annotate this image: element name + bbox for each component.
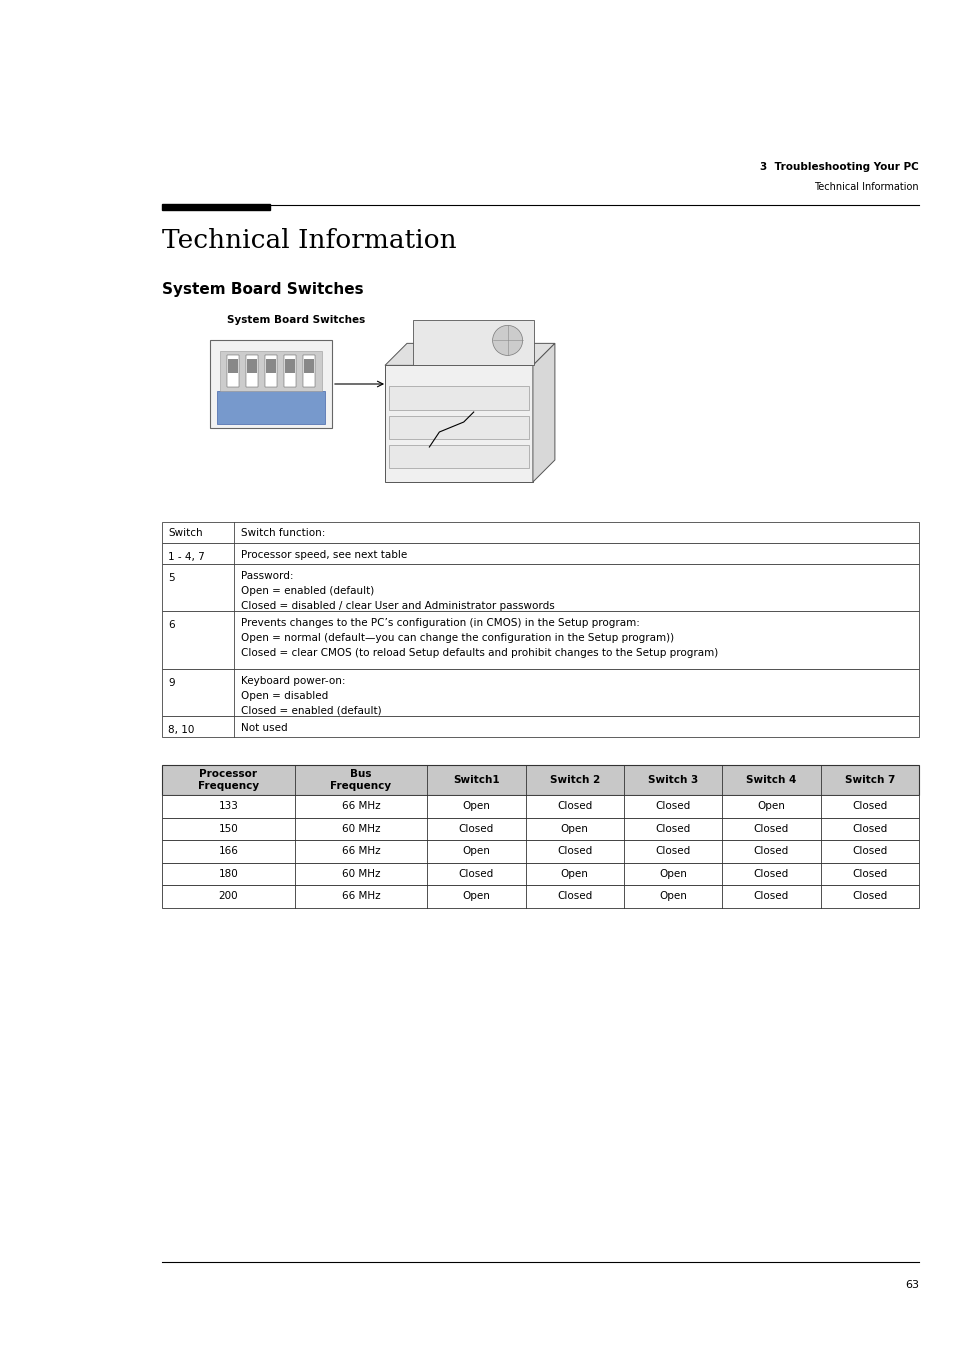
Text: 66 MHz: 66 MHz bbox=[341, 892, 380, 901]
Text: Switch 3: Switch 3 bbox=[647, 775, 698, 785]
Bar bbox=[389, 416, 528, 439]
Bar bbox=[389, 444, 528, 467]
Bar bbox=[227, 355, 238, 386]
Text: Open: Open bbox=[659, 869, 686, 878]
Text: Closed: Closed bbox=[851, 892, 886, 901]
Text: 5: 5 bbox=[168, 573, 174, 584]
Text: System Board Switches: System Board Switches bbox=[227, 315, 365, 326]
Bar bbox=[162, 669, 918, 716]
Text: 66 MHz: 66 MHz bbox=[341, 846, 380, 857]
Text: Switch 7: Switch 7 bbox=[843, 775, 894, 785]
Bar bbox=[247, 358, 256, 373]
Text: Switch: Switch bbox=[168, 527, 202, 538]
Text: Not used: Not used bbox=[241, 723, 287, 734]
Bar bbox=[385, 365, 533, 482]
Text: Closed: Closed bbox=[655, 824, 690, 834]
Text: Technical Information: Technical Information bbox=[814, 182, 918, 192]
Text: Closed: Closed bbox=[557, 892, 592, 901]
Text: 60 MHz: 60 MHz bbox=[341, 824, 379, 834]
Text: Closed: Closed bbox=[753, 892, 788, 901]
Text: Prevents changes to the PC’s configuration (in CMOS) in the Setup program:
Open : Prevents changes to the PC’s configurati… bbox=[241, 617, 718, 658]
Bar bbox=[389, 386, 528, 409]
Text: Closed: Closed bbox=[753, 824, 788, 834]
Bar bbox=[216, 392, 325, 424]
Text: Password:
Open = enabled (default)
Closed = disabled / clear User and Administra: Password: Open = enabled (default) Close… bbox=[241, 571, 554, 611]
Text: Closed: Closed bbox=[458, 824, 494, 834]
Bar bbox=[162, 204, 270, 209]
Text: 60 MHz: 60 MHz bbox=[341, 869, 379, 878]
Text: Switch function:: Switch function: bbox=[241, 527, 325, 538]
Text: 6: 6 bbox=[168, 620, 174, 630]
Text: Closed: Closed bbox=[851, 824, 886, 834]
Text: 63: 63 bbox=[904, 1279, 918, 1290]
Text: System Board Switches: System Board Switches bbox=[162, 282, 363, 297]
Text: Switch1: Switch1 bbox=[453, 775, 499, 785]
Bar bbox=[162, 817, 918, 840]
Text: 133: 133 bbox=[218, 801, 238, 811]
Text: Closed: Closed bbox=[655, 801, 690, 811]
Text: 8, 10: 8, 10 bbox=[168, 725, 194, 735]
Text: Open: Open bbox=[462, 801, 490, 811]
Text: Switch 4: Switch 4 bbox=[745, 775, 796, 785]
Bar bbox=[162, 611, 918, 669]
Text: Open: Open bbox=[560, 869, 588, 878]
Text: Closed: Closed bbox=[851, 869, 886, 878]
Bar bbox=[265, 355, 276, 386]
Text: Closed: Closed bbox=[753, 846, 788, 857]
Bar bbox=[162, 521, 918, 543]
Bar bbox=[220, 351, 322, 392]
Text: Open: Open bbox=[757, 801, 784, 811]
Bar bbox=[162, 885, 918, 908]
Text: Closed: Closed bbox=[753, 869, 788, 878]
Text: Switch 2: Switch 2 bbox=[549, 775, 599, 785]
Text: Closed: Closed bbox=[851, 801, 886, 811]
Text: Closed: Closed bbox=[557, 846, 592, 857]
Text: 150: 150 bbox=[218, 824, 238, 834]
Bar bbox=[162, 840, 918, 862]
Text: Open: Open bbox=[659, 892, 686, 901]
Bar bbox=[228, 358, 237, 373]
Text: Bus
Frequency: Bus Frequency bbox=[330, 769, 391, 790]
Text: 166: 166 bbox=[218, 846, 238, 857]
Text: Technical Information: Technical Information bbox=[162, 228, 456, 253]
Text: 180: 180 bbox=[218, 869, 238, 878]
Bar bbox=[162, 765, 918, 794]
Text: Open: Open bbox=[560, 824, 588, 834]
Bar bbox=[162, 543, 918, 563]
Bar bbox=[162, 862, 918, 885]
Bar bbox=[304, 358, 314, 373]
Text: 66 MHz: 66 MHz bbox=[341, 801, 380, 811]
Bar bbox=[162, 794, 918, 817]
Text: 9: 9 bbox=[168, 678, 174, 688]
Bar bbox=[162, 716, 918, 738]
Text: Keyboard power-on:
Open = disabled
Closed = enabled (default): Keyboard power-on: Open = disabled Close… bbox=[241, 676, 381, 716]
Text: 3  Troubleshooting Your PC: 3 Troubleshooting Your PC bbox=[760, 162, 918, 172]
Text: Closed: Closed bbox=[655, 846, 690, 857]
Bar bbox=[246, 355, 257, 386]
Text: Closed: Closed bbox=[557, 801, 592, 811]
Polygon shape bbox=[385, 343, 555, 365]
Text: Closed: Closed bbox=[458, 869, 494, 878]
Polygon shape bbox=[533, 343, 555, 482]
Text: Open: Open bbox=[462, 892, 490, 901]
Bar bbox=[162, 563, 918, 611]
Bar bbox=[303, 355, 314, 386]
Bar bbox=[266, 358, 275, 373]
Text: Open: Open bbox=[462, 846, 490, 857]
Bar bbox=[210, 340, 332, 428]
Text: Closed: Closed bbox=[851, 846, 886, 857]
Circle shape bbox=[492, 326, 522, 355]
Text: Processor speed, see next table: Processor speed, see next table bbox=[241, 550, 407, 561]
Text: Processor
Frequency: Processor Frequency bbox=[197, 769, 258, 790]
Bar bbox=[285, 358, 294, 373]
Text: 1 - 4, 7: 1 - 4, 7 bbox=[168, 553, 205, 562]
Bar bbox=[284, 355, 295, 386]
Text: 200: 200 bbox=[218, 892, 238, 901]
Bar bbox=[413, 320, 534, 365]
